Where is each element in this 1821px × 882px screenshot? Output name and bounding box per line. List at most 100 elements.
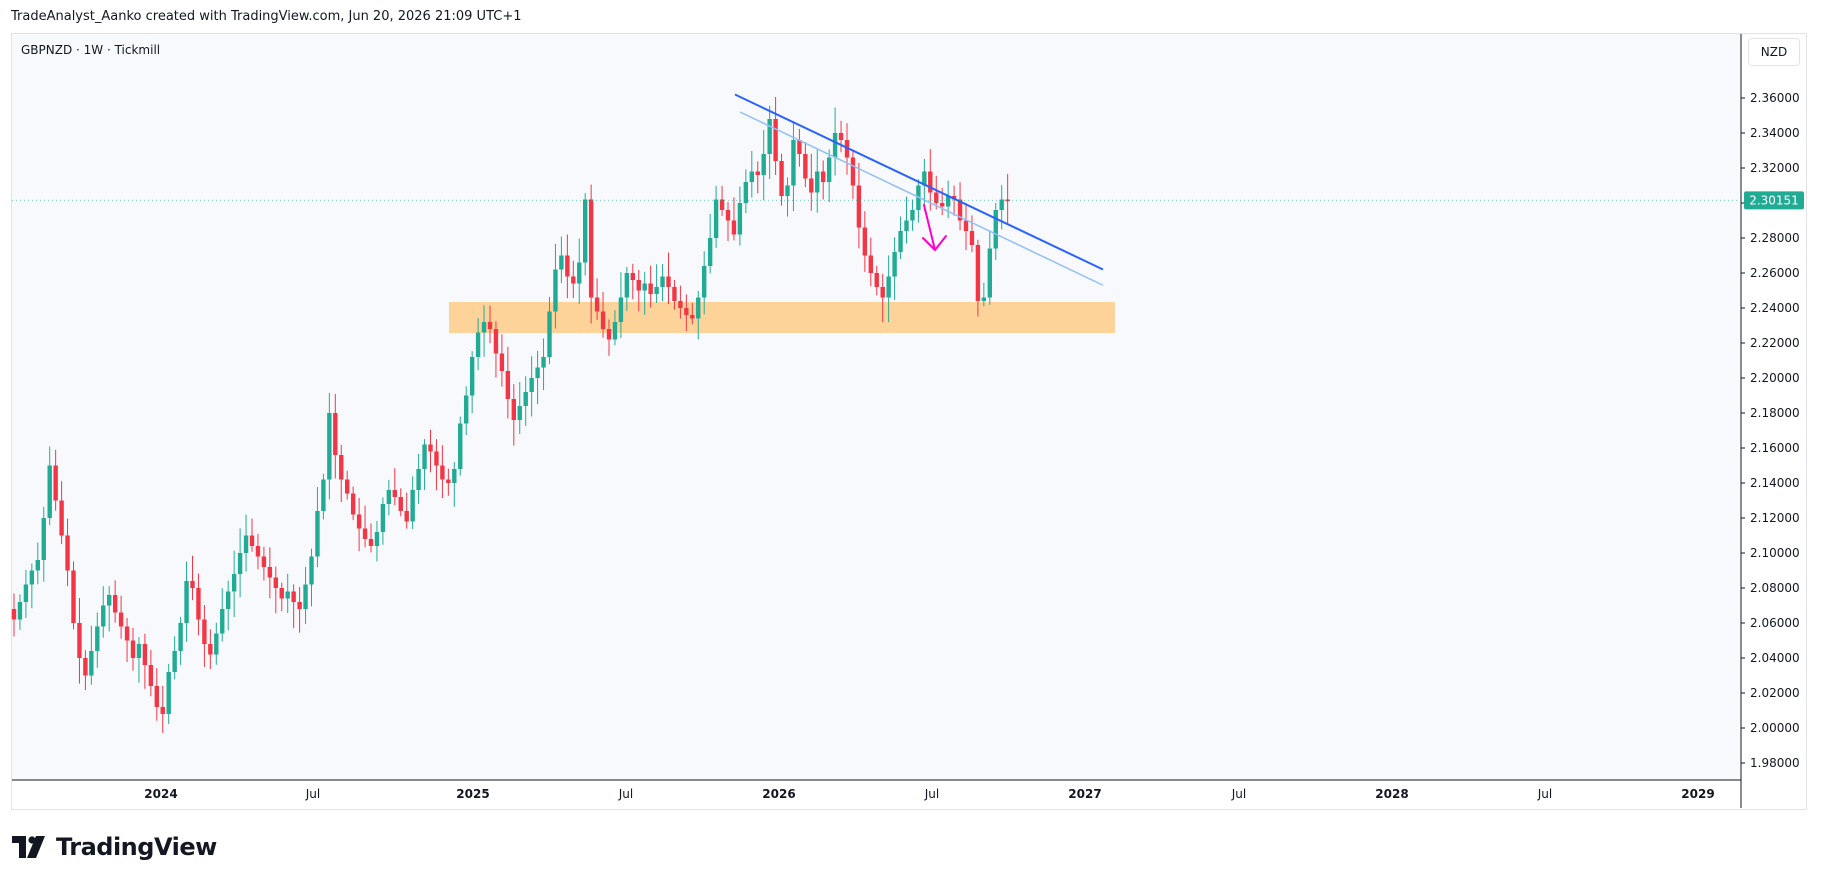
candle-body[interactable] bbox=[172, 651, 177, 672]
candle-body[interactable] bbox=[65, 535, 70, 571]
candle-body[interactable] bbox=[107, 595, 112, 606]
candle-body[interactable] bbox=[928, 171, 933, 193]
candle-body[interactable] bbox=[89, 651, 94, 676]
candle-body[interactable] bbox=[469, 357, 475, 396]
candle-body[interactable] bbox=[761, 154, 766, 175]
down-arrow-annotation[interactable] bbox=[922, 204, 947, 251]
candle-body[interactable] bbox=[95, 626, 100, 652]
candle-body[interactable] bbox=[41, 518, 46, 560]
candle-body[interactable] bbox=[356, 514, 362, 529]
candle-body[interactable] bbox=[29, 570, 35, 585]
candle-body[interactable] bbox=[963, 220, 969, 232]
candle-body[interactable] bbox=[874, 273, 879, 287]
candle-body[interactable] bbox=[160, 707, 165, 714]
candle-body[interactable] bbox=[285, 591, 290, 599]
candle-body[interactable] bbox=[940, 203, 945, 207]
candle-body[interactable] bbox=[303, 584, 308, 610]
candle-body[interactable] bbox=[327, 413, 332, 480]
candle-body[interactable] bbox=[220, 609, 225, 634]
candle-body[interactable] bbox=[398, 497, 403, 511]
candle-body[interactable] bbox=[702, 266, 707, 298]
candle-body[interactable] bbox=[826, 157, 832, 183]
candle-body[interactable] bbox=[743, 182, 749, 203]
candle-body[interactable] bbox=[594, 297, 600, 312]
candle-body[interactable] bbox=[178, 623, 183, 651]
candle-body[interactable] bbox=[993, 210, 998, 249]
candle-body[interactable] bbox=[386, 490, 392, 504]
candle-body[interactable] bbox=[297, 602, 302, 609]
candle-body[interactable] bbox=[898, 231, 903, 252]
candle-body[interactable] bbox=[416, 469, 421, 490]
candle-body[interactable] bbox=[636, 280, 641, 291]
candle-body[interactable] bbox=[291, 591, 296, 603]
candle-body[interactable] bbox=[832, 133, 838, 158]
candle-body[interactable] bbox=[255, 546, 261, 557]
candle-body[interactable] bbox=[231, 574, 237, 592]
candle-body[interactable] bbox=[981, 297, 987, 302]
candle-body[interactable] bbox=[731, 220, 737, 235]
candle-body[interactable] bbox=[392, 490, 397, 497]
candle-body[interactable] bbox=[214, 633, 219, 655]
candle-body[interactable] bbox=[130, 640, 136, 659]
candle-body[interactable] bbox=[422, 444, 427, 470]
candle-body[interactable] bbox=[226, 591, 231, 610]
candle-body[interactable] bbox=[719, 199, 725, 211]
candle-body[interactable] bbox=[809, 178, 814, 193]
candle-body[interactable] bbox=[434, 451, 439, 466]
candle-body[interactable] bbox=[957, 199, 963, 221]
candle-body[interactable] bbox=[523, 392, 528, 406]
candle-body[interactable] bbox=[517, 406, 522, 420]
candle-body[interactable] bbox=[815, 171, 820, 193]
candle-body[interactable] bbox=[321, 479, 326, 512]
candle-body[interactable] bbox=[374, 532, 380, 546]
candle-body[interactable] bbox=[511, 399, 516, 420]
candle-body[interactable] bbox=[124, 626, 130, 641]
candle-body[interactable] bbox=[535, 367, 540, 379]
candle-body[interactable] bbox=[136, 644, 142, 658]
candle-body[interactable] bbox=[362, 528, 368, 540]
candle-body[interactable] bbox=[606, 329, 612, 340]
candle-body[interactable] bbox=[868, 255, 873, 274]
candle-body[interactable] bbox=[755, 171, 760, 176]
candle-body[interactable] bbox=[862, 227, 868, 256]
candle-body[interactable] bbox=[47, 465, 52, 519]
candle-body[interactable] bbox=[339, 455, 344, 480]
candle-body[interactable] bbox=[273, 577, 278, 589]
candle-body[interactable] bbox=[678, 301, 683, 308]
candle-body[interactable] bbox=[999, 199, 1004, 211]
candle-body[interactable] bbox=[654, 287, 659, 294]
candle-body[interactable] bbox=[797, 140, 802, 154]
candle-body[interactable] bbox=[154, 686, 159, 707]
candle-body[interactable] bbox=[71, 570, 76, 624]
candle-body[interactable] bbox=[184, 581, 189, 623]
candle-body[interactable] bbox=[904, 220, 909, 232]
candle-body[interactable] bbox=[648, 283, 653, 295]
candle-body[interactable] bbox=[380, 504, 386, 532]
candle-body[interactable] bbox=[969, 231, 975, 245]
candle-body[interactable] bbox=[779, 161, 784, 196]
symbol-legend[interactable]: GBPNZD · 1W · Tickmill bbox=[21, 43, 161, 57]
candle-body[interactable] bbox=[1005, 199, 1010, 202]
candle-body[interactable] bbox=[440, 465, 445, 480]
candle-body[interactable] bbox=[112, 595, 118, 613]
candle-body[interactable] bbox=[886, 276, 891, 298]
candle-body[interactable] bbox=[475, 332, 481, 358]
candle-body[interactable] bbox=[237, 553, 243, 574]
candle-body[interactable] bbox=[541, 357, 546, 368]
candle-body[interactable] bbox=[791, 140, 796, 186]
candle-body[interactable] bbox=[588, 199, 594, 298]
candle-body[interactable] bbox=[737, 203, 743, 235]
candle-body[interactable] bbox=[505, 371, 511, 399]
candle-body[interactable] bbox=[910, 210, 915, 221]
candle-body[interactable] bbox=[59, 500, 64, 536]
candle-body[interactable] bbox=[725, 210, 731, 221]
candle-body[interactable] bbox=[696, 297, 701, 319]
candle-body[interactable] bbox=[612, 322, 618, 340]
candle-body[interactable] bbox=[404, 511, 409, 522]
candle-body[interactable] bbox=[309, 556, 314, 585]
candle-body[interactable] bbox=[83, 658, 88, 676]
candle-body[interactable] bbox=[547, 311, 552, 358]
candle-body[interactable] bbox=[600, 311, 606, 330]
candle-body[interactable] bbox=[690, 315, 695, 319]
